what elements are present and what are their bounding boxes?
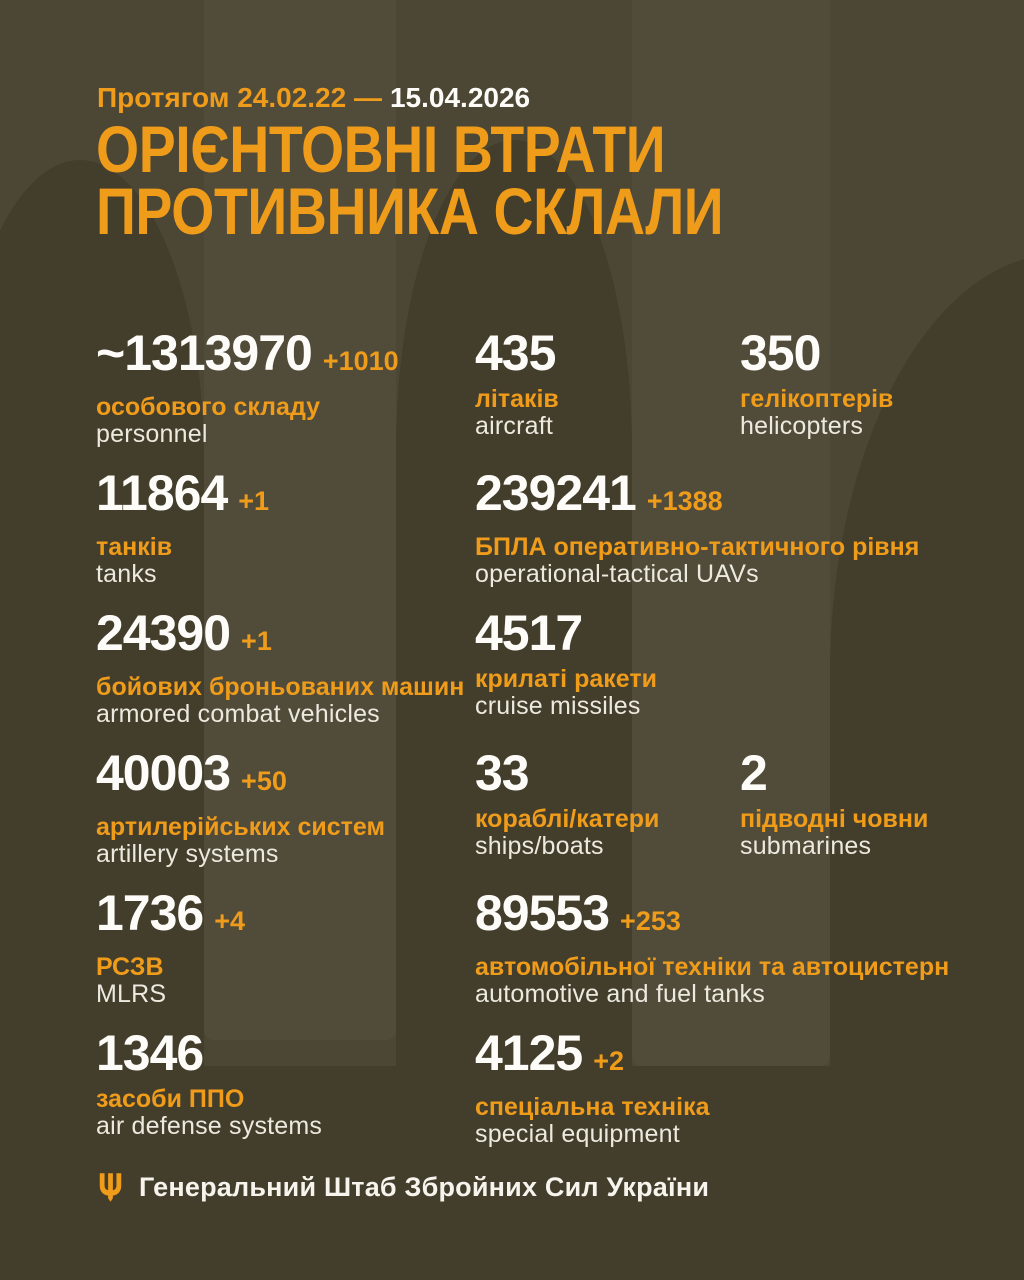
report-period-prefix: Протягом 24.02.22 — <box>97 82 382 113</box>
stat-label-ua: засоби ППО <box>96 1085 245 1113</box>
stat-label-en: ships/boats <box>475 832 604 860</box>
watermark-gap-right <box>632 0 830 1066</box>
stat-delta: +1010 <box>322 346 399 376</box>
watermark-trident-base <box>0 1066 1024 1280</box>
stat-mlrs: 1736 +4 РСЗВ MLRS <box>96 887 245 1008</box>
stat-label-en: tanks <box>96 560 157 588</box>
stat-value: 40003 +50 <box>96 745 287 801</box>
stat-ships-boats: 33 кораблі/катери ships/boats <box>475 747 659 860</box>
stat-special-equipment: 4125 +2 спеціальна техніка special equipm… <box>475 1027 710 1148</box>
stat-aircraft: 435 літаків aircraft <box>475 327 559 440</box>
stat-delta: +50 <box>241 766 287 796</box>
footer: Генеральний Штаб Збройних Сил України <box>97 1172 709 1203</box>
report-period-date: 15.04.2026 <box>389 82 531 113</box>
stat-label-ua: кораблі/катери <box>475 805 660 833</box>
stat-value: 24390 +1 <box>96 605 272 661</box>
stat-artillery: 40003 +50 артилерійських систем artillery… <box>96 747 385 868</box>
watermark-gap-left <box>204 0 396 1040</box>
stat-air-defense: 1346 засоби ППО air defense systems <box>96 1027 322 1140</box>
stat-value: 89553 +253 <box>475 885 681 941</box>
stat-value: 239241 +1388 <box>475 465 723 521</box>
stat-label-ua: артилерійських систем <box>96 813 385 841</box>
stat-delta: +4 <box>214 906 246 936</box>
stat-label-en: automotive and fuel tanks <box>475 980 765 1008</box>
report-period: Протягом 24.02.22 —15.04.2026 <box>97 82 530 114</box>
stat-label-en: helicopters <box>740 412 864 440</box>
stat-label-en: artillery systems <box>96 840 279 868</box>
stat-label-ua: БПЛА оперативно-тактичного рівня <box>475 533 920 561</box>
stat-label-en: operational-tactical UAVs <box>475 560 759 588</box>
stat-delta: +1 <box>241 626 272 656</box>
stat-delta: +2 <box>593 1046 625 1076</box>
stat-helicopters: 350 гелікоптерів helicopters <box>740 327 893 440</box>
stat-label-ua: гелікоптерів <box>740 385 894 413</box>
stat-value: 435 <box>475 325 556 381</box>
stat-value: 350 <box>740 325 821 381</box>
stat-label-en: air defense systems <box>96 1112 323 1140</box>
stat-personnel: ~1313970 +1010 особового складу personnel <box>96 327 399 448</box>
stat-label-en: aircraft <box>475 412 554 440</box>
stat-cruise-missiles: 4517 крилаті ракети cruise missiles <box>475 607 657 720</box>
stat-delta: +253 <box>620 906 681 936</box>
stat-label-ua: особового складу <box>96 393 321 421</box>
stat-uavs: 239241 +1388 БПЛА оперативно-тактичного р… <box>475 467 919 588</box>
stat-value: 11864 +1 <box>96 465 270 521</box>
footer-org-name: Генеральний Штаб Збройних Сил України <box>139 1172 710 1202</box>
stat-label-en: MLRS <box>96 980 167 1008</box>
trident-icon <box>99 1173 122 1202</box>
stat-value: 1736 +4 <box>96 885 246 941</box>
stat-armored-vehicles: 24390 +1 бойових броньованих машин armore… <box>96 607 464 728</box>
stat-label-en: special equipment <box>475 1120 680 1148</box>
stat-value: ~1313970 +1010 <box>96 325 399 381</box>
stat-value: 1346 <box>96 1025 204 1081</box>
stat-label-en: submarines <box>740 832 872 860</box>
stat-label-ua: РСЗВ <box>96 953 164 981</box>
stat-label-en: cruise missiles <box>475 692 641 720</box>
stat-label-ua: літаків <box>475 385 559 413</box>
stat-automotive: 89553 +253 автомобільної техніки та автоц… <box>475 887 949 1008</box>
stat-delta: +1388 <box>646 486 723 516</box>
stat-delta: +1 <box>238 486 270 516</box>
stat-label-ua: бойових броньованих машин <box>96 673 465 701</box>
stat-label-ua: підводні човни <box>740 805 929 833</box>
stat-value: 2 <box>740 745 768 801</box>
page-title-line2: ПРОТИВНИКА СКЛАЛИ <box>96 174 724 248</box>
stat-tanks: 11864 +1 танків tanks <box>96 467 269 588</box>
stat-label-ua: крилаті ракети <box>475 665 657 693</box>
stat-value: 4125 +2 <box>475 1025 625 1081</box>
stat-label-en: armored combat vehicles <box>96 700 380 728</box>
stat-submarines: 2 підводні човни submarines <box>740 747 928 860</box>
stat-label-ua: автомобільної техніки та автоцистерн <box>475 953 950 981</box>
page-title-line1: ОРІЄНТОВНІ ВТРАТИ <box>96 112 666 186</box>
stat-label-ua: танків <box>96 533 173 561</box>
stat-label-ua: спеціальна техніка <box>475 1093 710 1121</box>
stat-value: 4517 <box>475 605 583 661</box>
stat-value: 33 <box>475 745 530 801</box>
page-title: ОРІЄНТОВНІ ВТРАТИ ПРОТИВНИКА СКЛАЛИ <box>96 112 724 248</box>
stat-label-en: personnel <box>96 420 208 448</box>
